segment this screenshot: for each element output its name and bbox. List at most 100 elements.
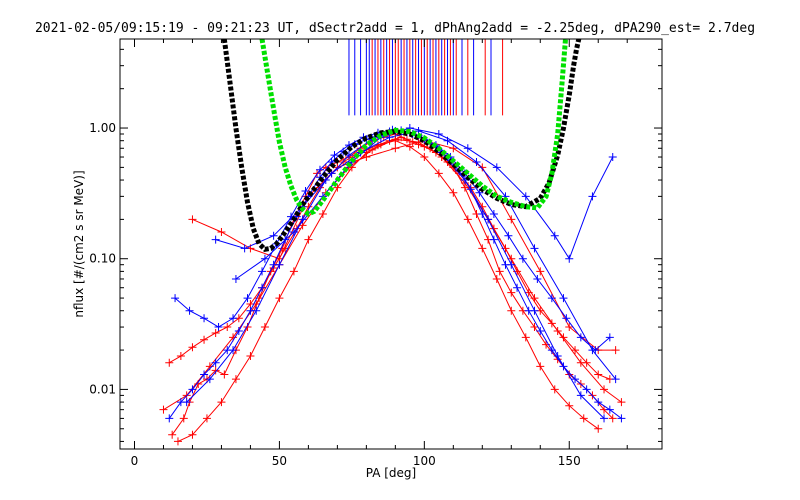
data-point-blue (530, 306, 539, 315)
data-point-blue (443, 136, 452, 145)
data-point-blue (211, 235, 220, 244)
data-point-blue (504, 231, 513, 240)
data-point-red (179, 414, 188, 423)
data-point-red (608, 414, 617, 423)
data-point-red (289, 267, 298, 276)
data-point-red (571, 346, 580, 355)
data-point-blue (205, 375, 214, 384)
data-point-blue (185, 306, 194, 315)
data-point-red (576, 358, 585, 367)
data-point-red (362, 153, 371, 162)
data-point-red (550, 385, 559, 394)
data-point-blue (188, 385, 197, 394)
data-point-red (202, 414, 211, 423)
data-point-red (434, 169, 443, 178)
data-point-blue (214, 323, 223, 332)
data-point-red (553, 326, 562, 335)
data-point-red (530, 323, 539, 332)
data-point-red (617, 398, 626, 407)
data-point-red (220, 370, 229, 379)
data-point-red (611, 346, 620, 355)
data-point-red (217, 228, 226, 237)
data-point-blue (229, 314, 238, 323)
data-point-red (420, 153, 429, 162)
data-point-blue (182, 398, 191, 407)
data-point-blue (258, 267, 267, 276)
data-point-red (368, 145, 377, 154)
data-point-blue (269, 231, 278, 240)
data-point-red (173, 437, 182, 446)
data-point-blue (550, 231, 559, 240)
data-point-red (188, 215, 197, 224)
data-point-red (200, 335, 209, 344)
data-point-red (530, 294, 539, 303)
data-point-red (478, 244, 487, 253)
data-point-blue (594, 398, 603, 407)
data-point-blue (521, 192, 530, 201)
data-point-blue (330, 151, 339, 160)
data-point-blue (605, 405, 614, 414)
data-point-red (159, 405, 168, 414)
data-point-blue (229, 346, 238, 355)
data-point-red (449, 188, 458, 197)
data-point-red (478, 163, 487, 172)
data-point-blue (472, 157, 481, 166)
data-point-blue (576, 333, 585, 342)
data-point-blue (608, 153, 617, 162)
series-line-red (192, 140, 616, 351)
data-point-blue (562, 314, 571, 323)
y-tick-label: 1.00 (89, 121, 116, 135)
chart-title: 2021-02-05/09:15:19 - 09:21:23 UT, dSect… (35, 21, 755, 36)
data-point-blue (513, 283, 522, 292)
series-line-red (169, 136, 610, 380)
data-point-blue (571, 375, 580, 384)
data-point-red (565, 323, 574, 332)
data-point-blue (234, 326, 243, 335)
data-point-blue (165, 414, 174, 423)
data-point-blue (434, 130, 443, 139)
data-point-blue (611, 375, 620, 384)
data-point-blue (492, 163, 501, 172)
plot-frame (119, 38, 663, 450)
data-point-blue (289, 228, 298, 237)
data-point-blue (315, 165, 324, 174)
data-point-blue (211, 358, 220, 367)
data-point-red (495, 267, 504, 276)
data-point-blue (260, 254, 269, 263)
data-point-red (391, 144, 400, 153)
axes: 0 50 100 150 0.01 0.10 1.00 (89, 39, 662, 468)
x-tick-label: 100 (413, 454, 436, 468)
data-point-blue (171, 294, 180, 303)
data-point-red (243, 323, 252, 332)
x-axis-label: PA [deg] (366, 466, 416, 480)
data-point-red (463, 215, 472, 224)
data-point-red (492, 274, 501, 283)
data-point-blue (243, 294, 252, 303)
y-tick-label: 0.10 (89, 252, 116, 266)
data-point-red (231, 375, 240, 384)
data-point-blue (576, 391, 585, 400)
data-point-blue (200, 314, 209, 323)
data-point-red (333, 183, 342, 192)
data-point-red (507, 215, 516, 224)
data-point-blue (231, 274, 240, 283)
data-point-blue (605, 333, 614, 342)
data-point-blue (588, 346, 597, 355)
x-tick-label: 0 (131, 454, 139, 468)
data-point-red (246, 352, 255, 361)
data-point-blue (547, 294, 556, 303)
x-tick-label: 150 (558, 454, 581, 468)
data-point-red (600, 385, 609, 394)
data-point-blue (617, 414, 626, 423)
fit-curve-black (221, 39, 582, 252)
data-point-blue (200, 370, 209, 379)
data-point-blue (565, 254, 574, 263)
data-point-red (449, 144, 458, 153)
data-point-red (304, 235, 313, 244)
data-point-red (594, 424, 603, 433)
data-point-blue (518, 254, 527, 263)
data-point-red (521, 333, 530, 342)
y-tick-label: 0.01 (89, 382, 116, 396)
data-point-red (391, 135, 400, 144)
